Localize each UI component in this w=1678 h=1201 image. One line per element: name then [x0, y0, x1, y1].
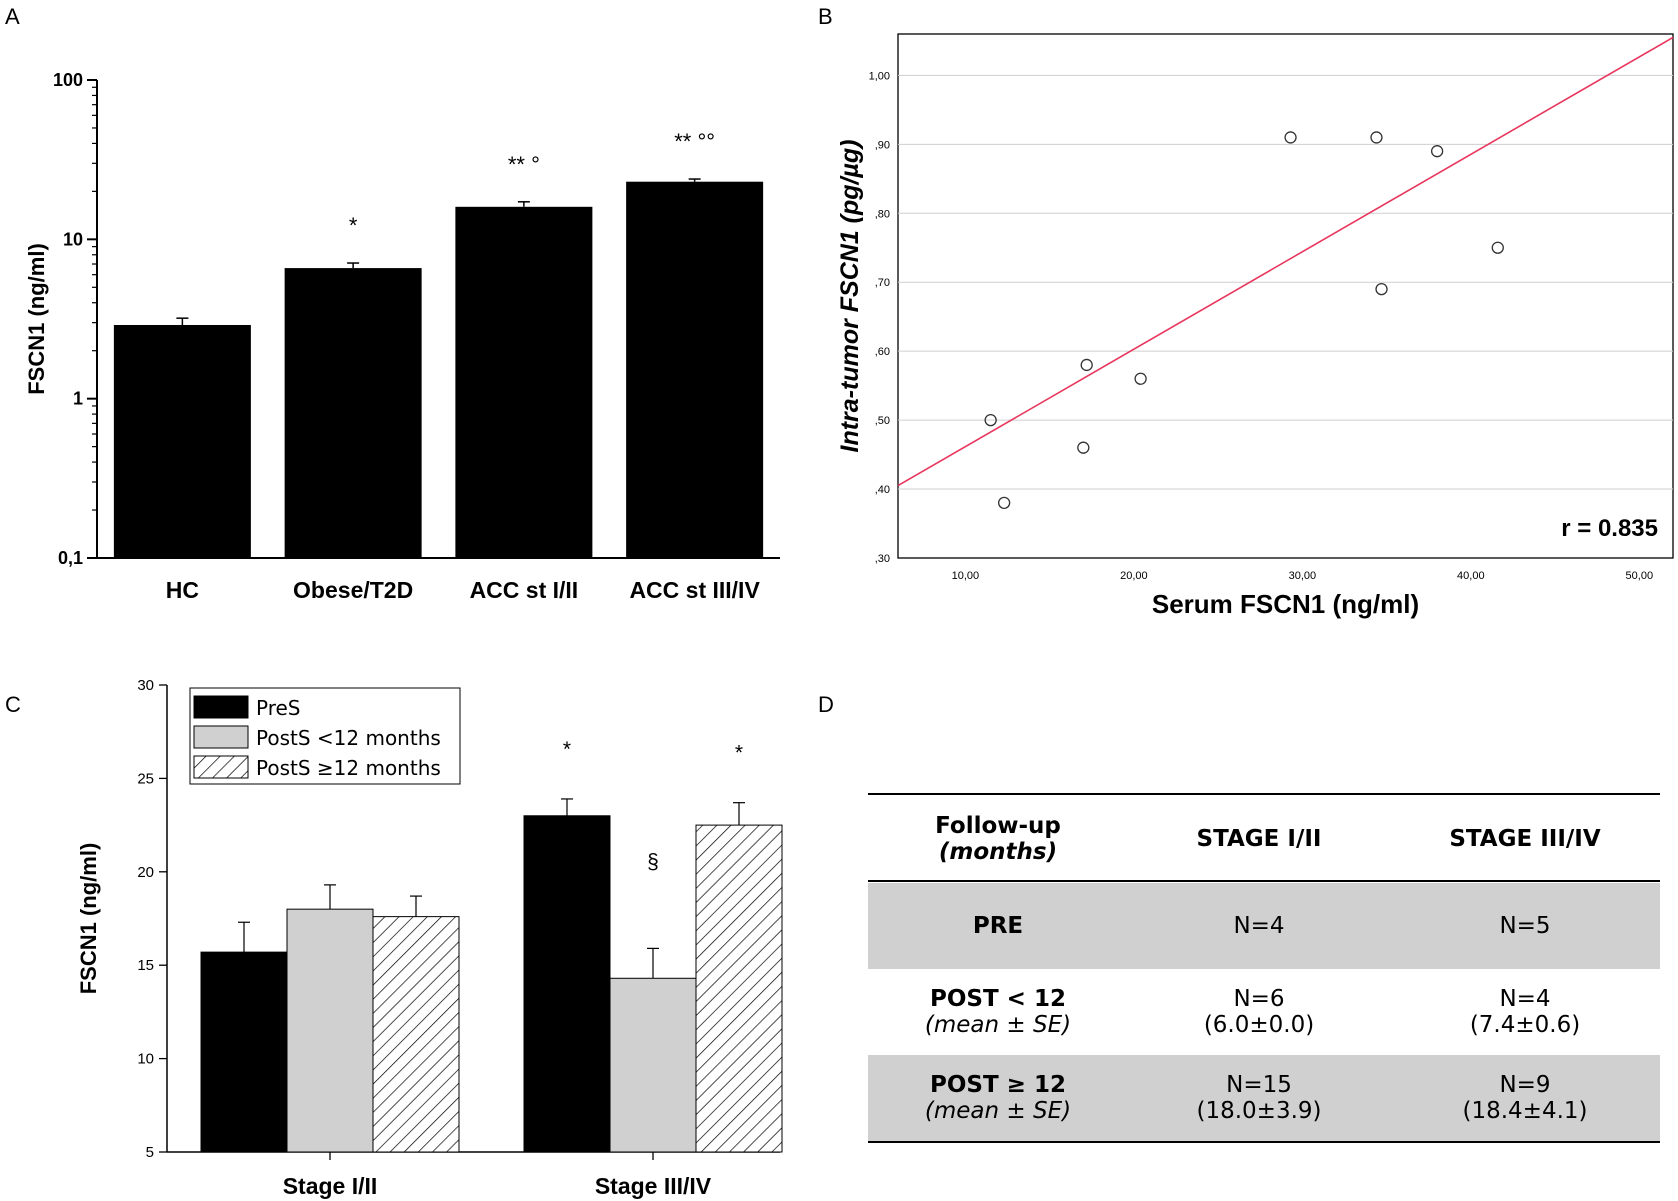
panel-label-a: A	[5, 4, 20, 29]
row-label: PRE	[868, 883, 1128, 969]
y-tick-label: 10	[63, 229, 83, 249]
y-tick-label: 20	[137, 864, 154, 881]
significance-marker: *	[563, 738, 571, 761]
table-row: POST ≥ 12 (mean ± SE) N=15 (18.0±3.9) N=…	[868, 1055, 1660, 1141]
x-tick-label: Stage I/II	[283, 1173, 378, 1199]
header-stage-iii-iv: STAGE III/IV	[1449, 826, 1601, 852]
x-axis-title: Serum FSCN1 (ng/ml)	[1152, 589, 1419, 619]
scatter-point	[1430, 145, 1444, 158]
cell-stage-iii-iv: N=9 (18.4±4.1)	[1390, 1055, 1660, 1141]
panel-label-d: D	[818, 692, 834, 717]
significance-marker: §	[647, 850, 659, 873]
y-tick-label: 100	[53, 70, 83, 90]
cell-stage-i-ii: N=4	[1128, 883, 1390, 969]
table-top-rule	[868, 793, 1660, 795]
bar	[372, 916, 460, 1153]
y-tick-label: ,90	[875, 139, 890, 151]
y-axis-title: FSCN1 (ng/ml)	[24, 243, 49, 395]
legend-swatch	[193, 755, 249, 779]
panel-c-grouped-bar-chart: 5 10 15 20 25 30 Stage I/II Stage III/IV * § * PreS…	[76, 677, 783, 1199]
table-header-row: Follow-up (months) STAGE I/II STAGE III/…	[868, 795, 1660, 883]
y-tick-label: 10	[137, 1051, 154, 1068]
y-tick-label: 30	[137, 677, 154, 694]
x-tick-label: ACC st I/II	[470, 577, 579, 603]
bar	[113, 324, 251, 558]
header-stage-i-ii: STAGE I/II	[1196, 826, 1322, 852]
regression-line	[897, 36, 1674, 487]
y-tick-label: 25	[137, 770, 154, 787]
significance-marker: *	[349, 213, 358, 238]
y-tick-label: ,70	[875, 277, 890, 289]
y-tick-label: 5	[146, 1144, 154, 1161]
scatter-point	[984, 413, 997, 427]
scatter-point	[1080, 358, 1093, 372]
plot-frame	[897, 33, 1674, 559]
scatter-point	[997, 496, 1011, 509]
scatter-point	[1491, 241, 1504, 254]
x-tick-label: 30,00	[1289, 570, 1317, 582]
significance-marker: *	[735, 742, 743, 765]
scatter-point	[1375, 282, 1388, 296]
follow-up-table: Follow-up (months) STAGE I/II STAGE III/…	[868, 795, 1660, 1141]
row-label: POST < 12 (mean ± SE)	[924, 986, 1072, 1038]
header-follow-up: Follow-up (months)	[935, 813, 1061, 865]
scatter-point	[1370, 131, 1383, 144]
legend-swatch	[193, 725, 249, 749]
x-tick-label: Obese/T2D	[293, 577, 413, 603]
x-tick-label: Stage III/IV	[595, 1173, 712, 1199]
cell-stage-iii-iv: N=5	[1390, 883, 1660, 969]
x-tick-label: 40,00	[1457, 570, 1485, 582]
x-tick-label: 10,00	[952, 570, 980, 582]
x-tick-label: 20,00	[1120, 570, 1148, 582]
scatter-point	[1284, 131, 1297, 144]
table-row: POST < 12 (mean ± SE) N=6 (6.0±0.0) N=4 …	[868, 969, 1660, 1055]
significance-marker: ** °°	[674, 129, 715, 154]
y-tick-label: 0,1	[58, 548, 83, 568]
scatter-point	[1134, 372, 1147, 385]
y-axis-title: Intra-tumor FSCN1 (pg/µg)	[836, 140, 864, 453]
y-tick-label: ,50	[875, 415, 890, 427]
legend-label: PostS ≥12 months	[256, 756, 441, 780]
bar	[286, 908, 374, 1153]
table-row: PRE N=4 N=5	[868, 883, 1660, 969]
cell-stage-i-ii: N=15 (18.0±3.9)	[1128, 1055, 1390, 1141]
table-header-rule	[868, 880, 1660, 882]
row-label: POST ≥ 12 (mean ± SE)	[868, 1055, 1128, 1141]
panel-label-c: C	[5, 692, 21, 717]
x-tick-label: HC	[166, 577, 199, 603]
y-tick-label: 1,00	[869, 70, 890, 82]
panel-a-bar-chart: 0,1 1 10 100 HC Obese/T2D * ACC st I/II ** ° ACC …	[24, 70, 780, 603]
x-tick-label: 50,00	[1626, 570, 1654, 582]
y-tick-label: 1	[73, 389, 83, 409]
bar	[284, 268, 422, 558]
bar	[695, 824, 783, 1153]
bar	[626, 181, 764, 558]
scatter-point	[1077, 441, 1090, 454]
y-tick-label: ,40	[875, 484, 890, 496]
bar	[609, 977, 697, 1153]
legend-swatch	[193, 695, 249, 719]
y-tick-label: ,80	[875, 208, 890, 220]
x-tick-label: ACC st III/IV	[629, 577, 760, 603]
legend-label: PreS	[256, 696, 301, 720]
y-tick-label: ,60	[875, 346, 890, 358]
cell-stage-i-ii: N=6 (6.0±0.0)	[1203, 986, 1315, 1038]
bar	[455, 206, 593, 558]
panel-label-b: B	[818, 4, 833, 29]
significance-marker: ** °	[508, 152, 540, 177]
correlation-label: r = 0.835	[1561, 515, 1658, 542]
y-tick-label: ,30	[875, 553, 890, 565]
panel-b-scatter-plot: ,30 ,40 ,50 ,60 ,70 ,80 ,90 1,00 10,00 20,00 30,00…	[836, 33, 1674, 619]
y-axis-title: FSCN1 (ng/ml)	[76, 843, 101, 995]
bar	[200, 951, 288, 1153]
y-tick-label: 15	[137, 957, 154, 974]
table-bottom-rule	[868, 1141, 1660, 1143]
bar	[523, 815, 611, 1153]
legend-label: PostS <12 months	[256, 726, 441, 750]
cell-stage-iii-iv: N=4 (7.4±0.6)	[1469, 986, 1581, 1038]
